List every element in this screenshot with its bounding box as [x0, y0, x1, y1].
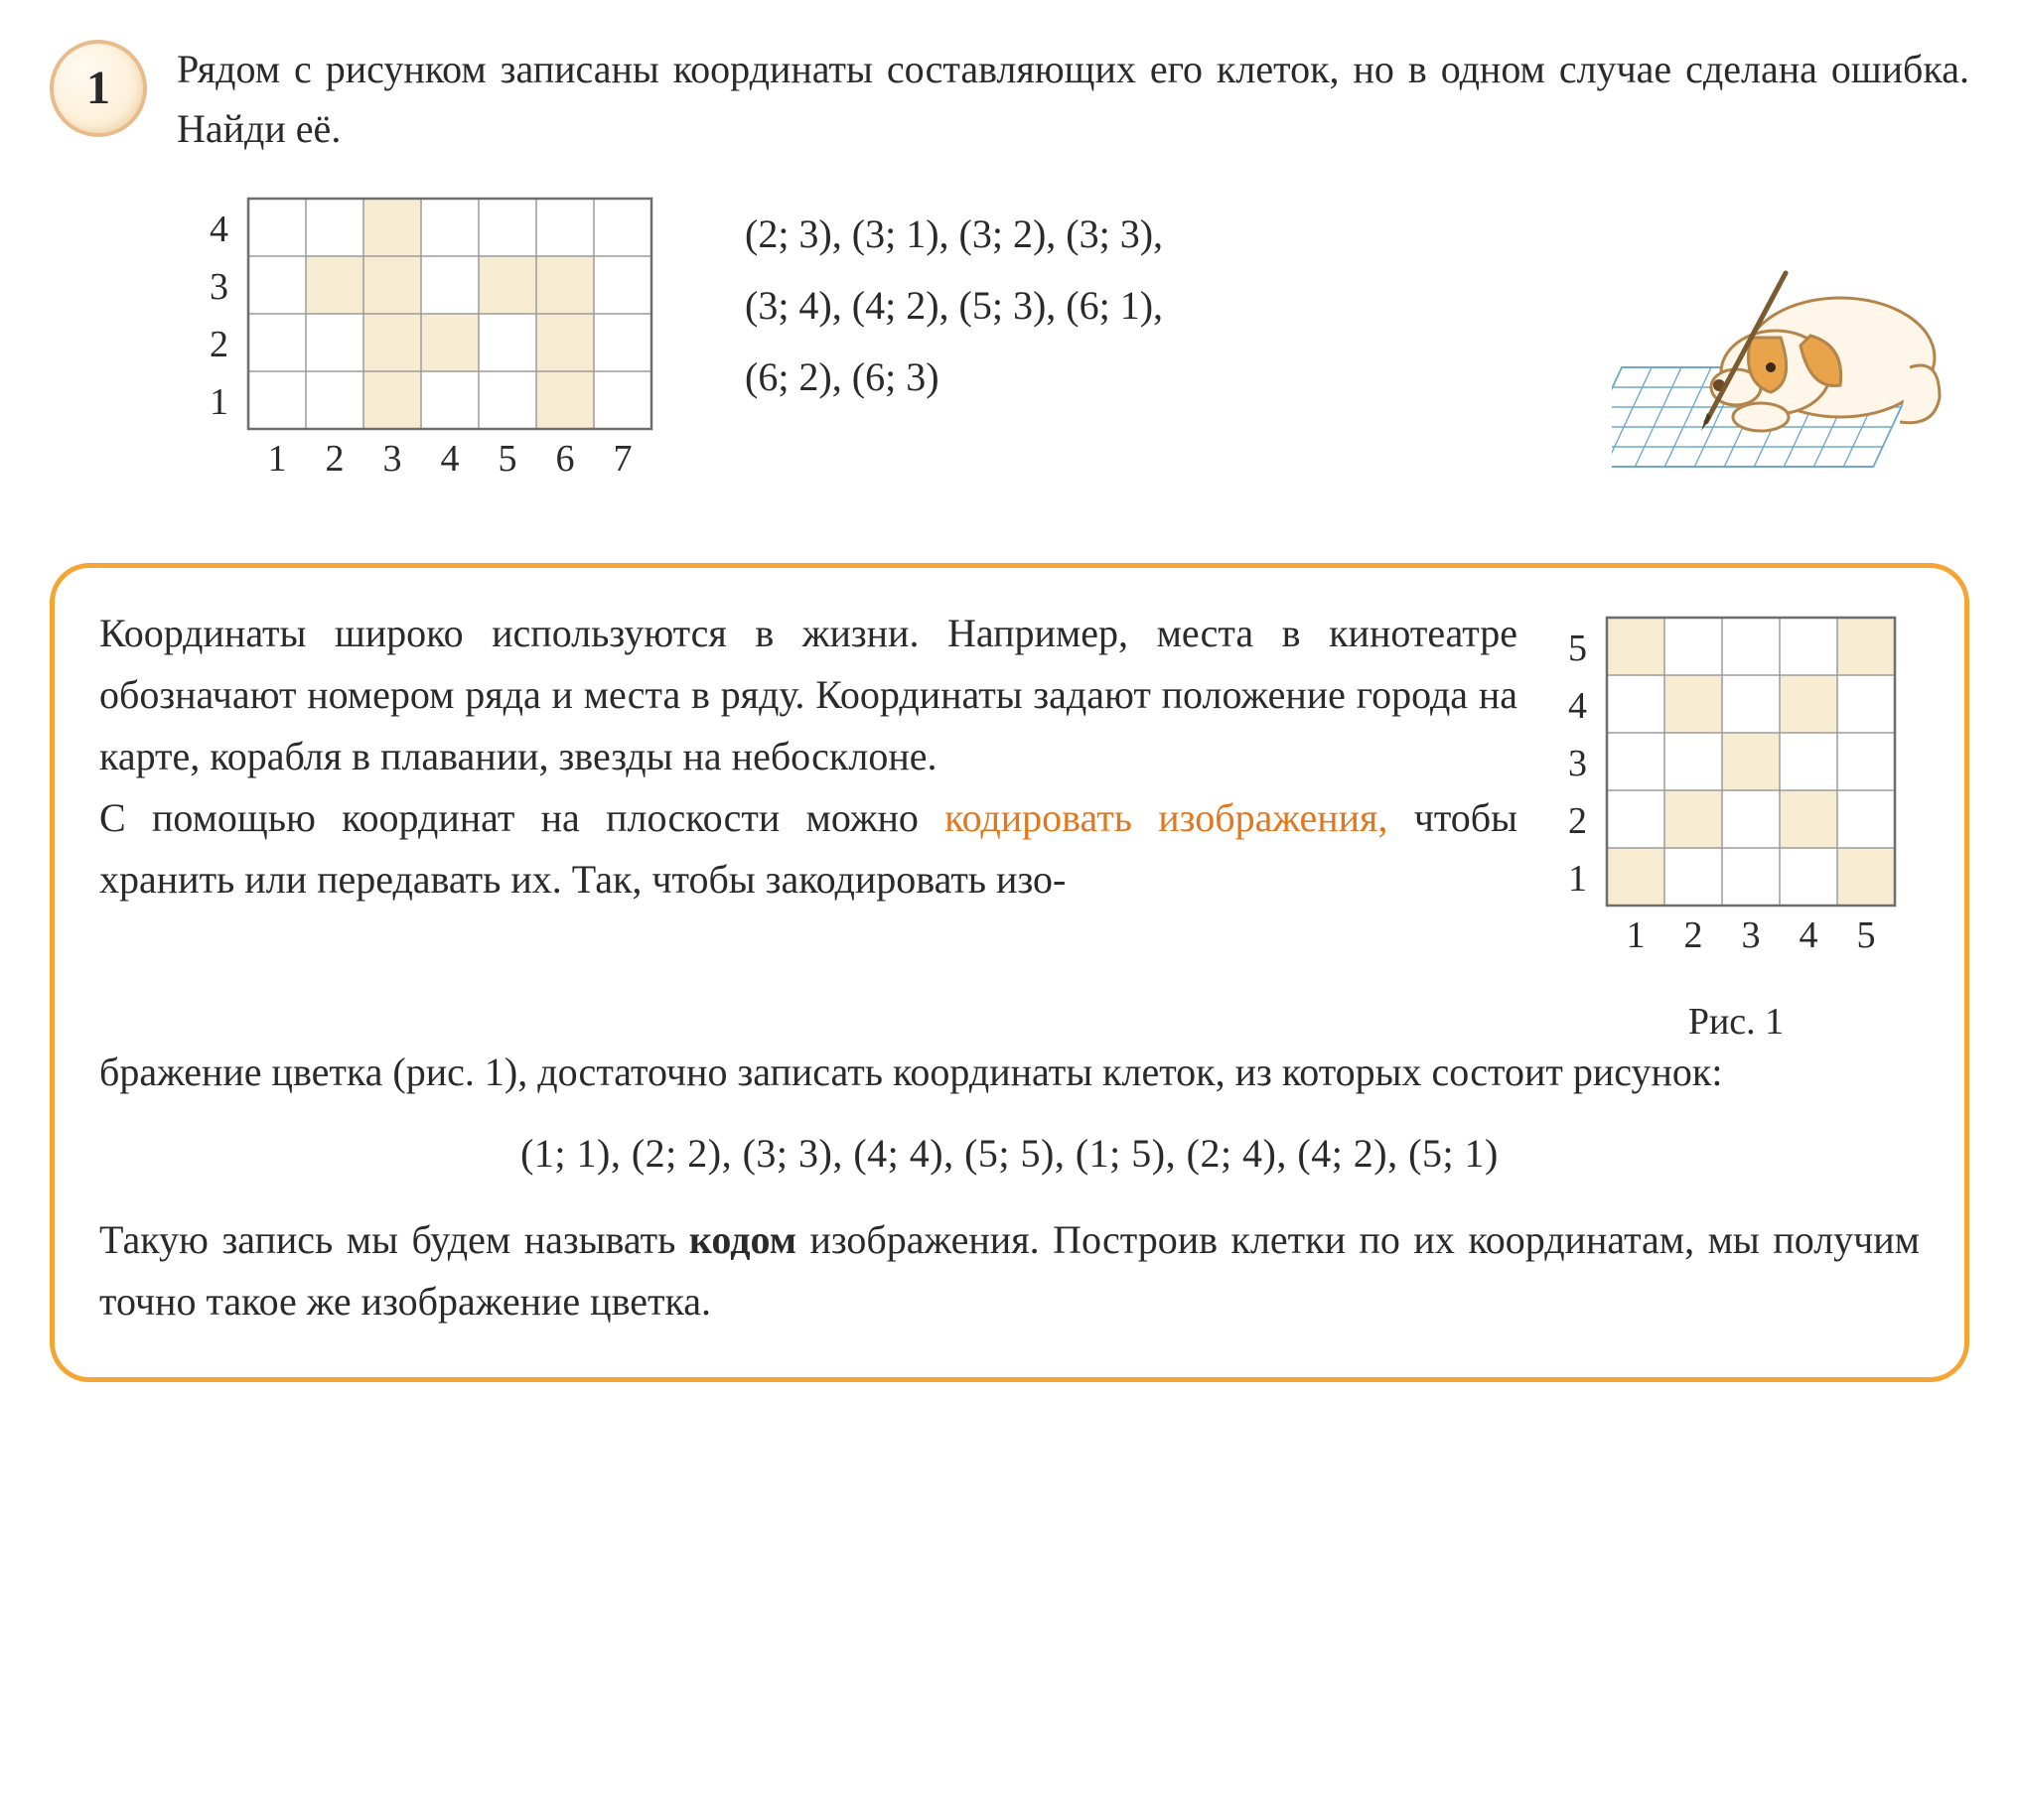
svg-text:3: 3 — [210, 266, 228, 308]
info-box: Координаты широко используются в жизни. … — [50, 563, 1969, 1382]
svg-text:4: 4 — [1568, 685, 1587, 727]
info-coord-line: (1; 1), (2; 2), (3; 3), (4; 4), (5; 5), … — [99, 1123, 1920, 1185]
figure-1: 1234512345 Рис. 1 — [1552, 603, 1920, 1051]
page: 1 Рядом с рисунком записаны координаты с… — [0, 0, 2019, 1442]
info-p3-a: Такую запись мы будем называть — [99, 1217, 689, 1262]
svg-text:2: 2 — [210, 324, 228, 365]
svg-text:5: 5 — [1857, 914, 1876, 956]
coord-line-2: (3; 4), (4; 2), (5; 3), (6; 1), — [745, 270, 1163, 342]
exercise-row: 12345671234 (2; 3), (3; 1), (3; 2), (3; … — [50, 179, 1969, 523]
svg-text:2: 2 — [326, 438, 345, 480]
info-top-text: Координаты широко используются в жизни. … — [99, 603, 1517, 910]
svg-text:1: 1 — [1627, 914, 1646, 956]
exercise-1: 1 Рядом с рисунком записаны координаты с… — [50, 40, 1969, 159]
exercise-text: Рядом с рисунком записаны координаты сос… — [177, 40, 1969, 159]
svg-text:6: 6 — [556, 438, 575, 480]
info-p2-prefix: С помощью координат на плоскости можно — [99, 795, 944, 840]
figure-1-grid-svg: 1234512345 — [1552, 603, 1920, 960]
info-p2-orange: кодировать изображения, — [944, 795, 1387, 840]
svg-text:3: 3 — [1742, 914, 1761, 956]
svg-text:4: 4 — [1800, 914, 1818, 956]
exercise-grid: 12345671234 — [189, 179, 685, 523]
dog-illustration — [1612, 218, 1969, 493]
info-p1: Координаты широко используются в жизни. … — [99, 611, 1517, 778]
svg-text:5: 5 — [499, 438, 517, 480]
info-p3: Такую запись мы будем называть кодом изо… — [99, 1209, 1920, 1332]
info-p3-bold: кодом — [689, 1217, 796, 1262]
info-p2-suffix-b: бражение цветка (рис. 1), достаточно зап… — [99, 1042, 1920, 1103]
dog-icon — [1612, 218, 1969, 477]
info-top: Координаты широко используются в жизни. … — [99, 603, 1920, 1051]
svg-text:5: 5 — [1568, 628, 1587, 669]
exercise-number: 1 — [86, 53, 110, 124]
svg-text:1: 1 — [210, 381, 228, 423]
svg-text:1: 1 — [1568, 858, 1587, 900]
svg-text:4: 4 — [441, 438, 460, 480]
svg-text:4: 4 — [210, 209, 228, 250]
coordinate-list: (2; 3), (3; 1), (3; 2), (3; 3), (3; 4), … — [745, 179, 1163, 413]
exercise-number-badge: 1 — [50, 40, 147, 137]
svg-text:2: 2 — [1684, 914, 1703, 956]
coord-line-1: (2; 3), (3; 1), (3; 2), (3; 3), — [745, 199, 1163, 270]
coord-line-3: (6; 2), (6; 3) — [745, 342, 1163, 413]
svg-text:1: 1 — [268, 438, 287, 480]
svg-text:7: 7 — [614, 438, 633, 480]
exercise-grid-svg: 12345671234 — [189, 179, 685, 506]
svg-text:3: 3 — [1568, 743, 1587, 784]
svg-text:2: 2 — [1568, 800, 1587, 842]
svg-text:3: 3 — [383, 438, 402, 480]
